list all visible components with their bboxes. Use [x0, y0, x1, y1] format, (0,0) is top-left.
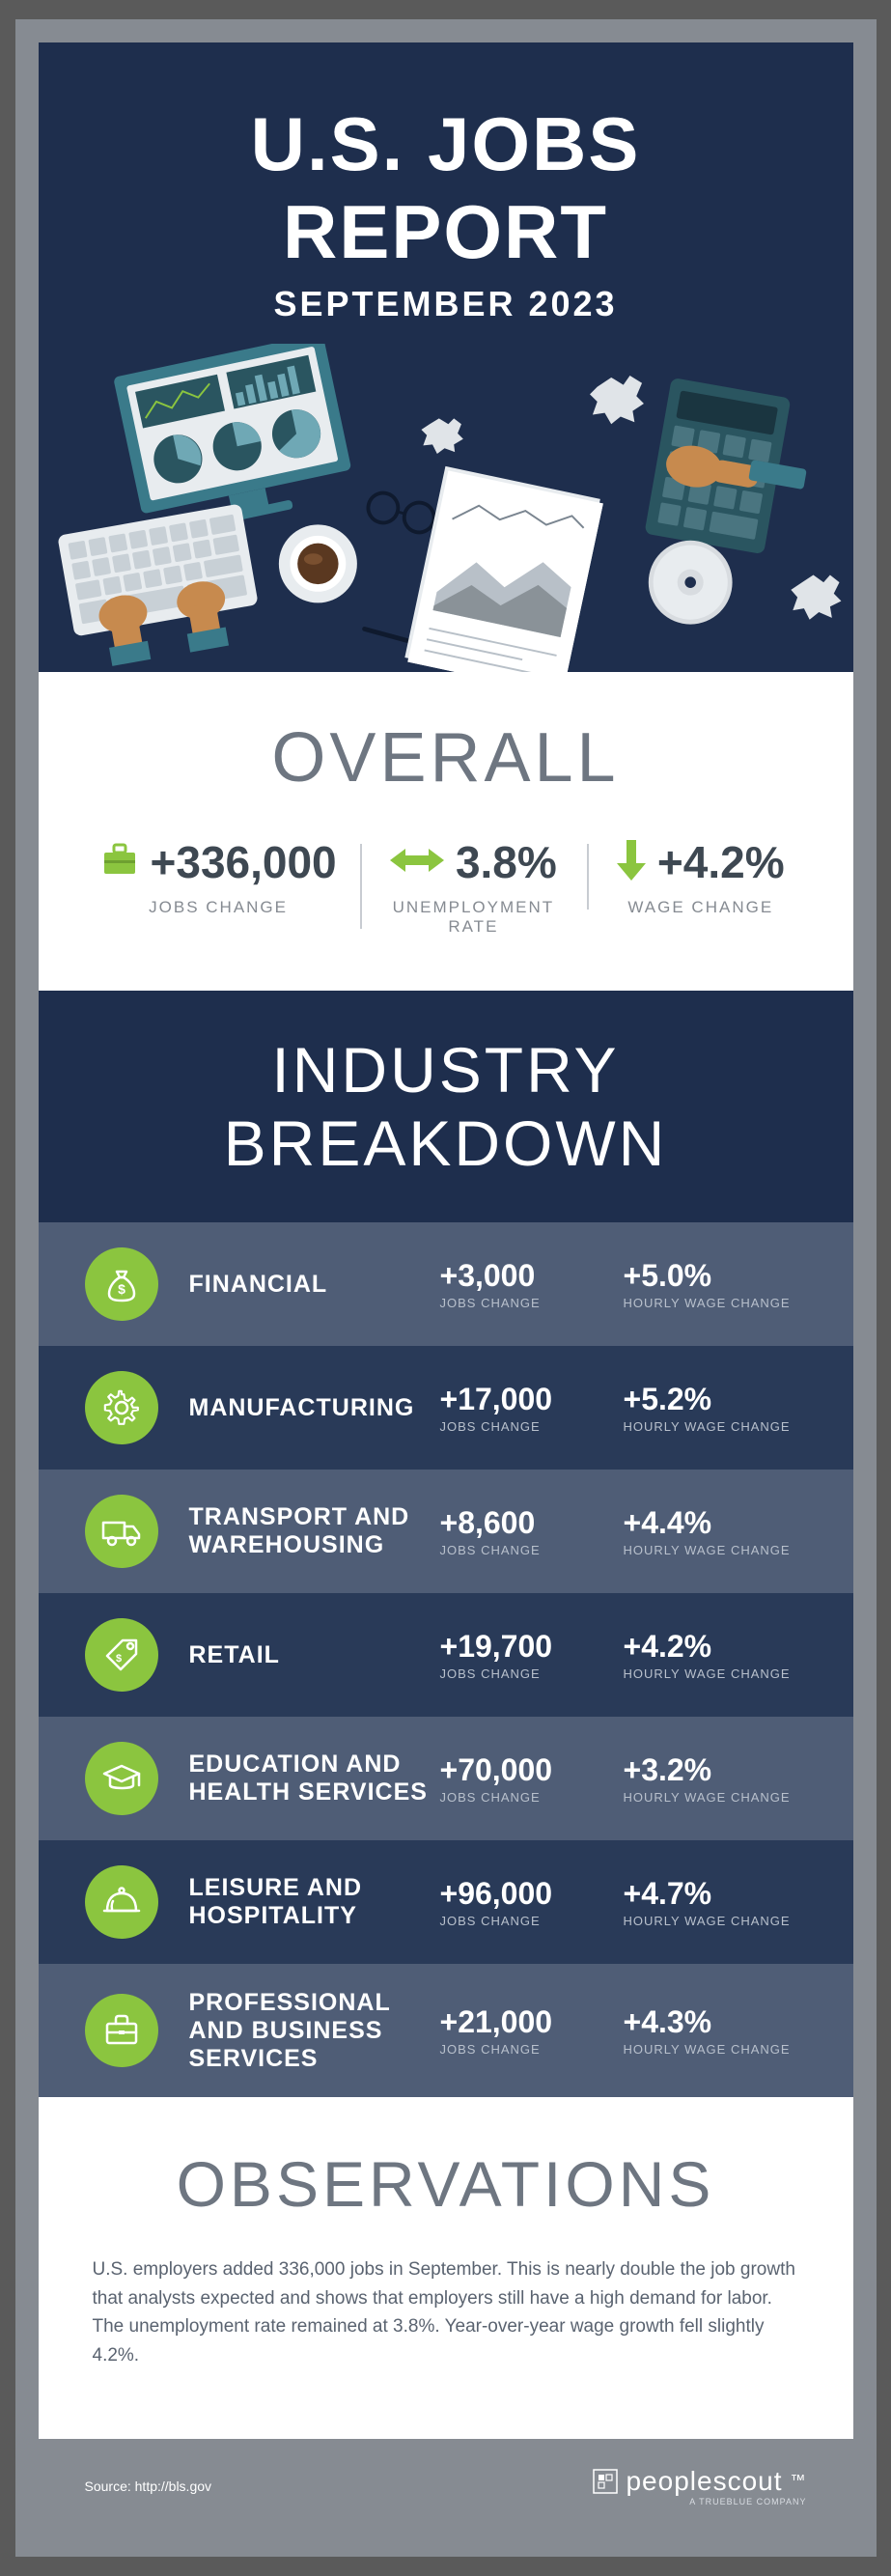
observations-section: OBSERVATIONS U.S. employers added 336,00… — [39, 2097, 853, 2439]
svg-text:$: $ — [118, 1281, 125, 1297]
industry-row: PROFESSIONAL AND BUSINESS SERVICES+21,00… — [39, 1964, 853, 2097]
industry-jobs-label: JOBS CHANGE — [440, 1419, 624, 1434]
industry-wage-label: HOURLY WAGE CHANGE — [624, 1666, 807, 1681]
truck-icon — [85, 1495, 158, 1568]
page-title: U.S. JOBS REPORT — [77, 100, 815, 276]
industry-list: $FINANCIAL+3,000JOBS CHANGE+5.0%HOURLY W… — [39, 1222, 853, 2097]
overall-title: OVERALL — [77, 718, 815, 798]
industry-name: TRANSPORT AND WAREHOUSING — [189, 1503, 440, 1559]
price-tag-icon: $ — [85, 1618, 158, 1692]
industry-wage-label: HOURLY WAGE CHANGE — [624, 1419, 807, 1434]
observations-text: U.S. employers added 336,000 jobs in Sep… — [93, 2255, 799, 2369]
industry-wage-label: HOURLY WAGE CHANGE — [624, 1790, 807, 1805]
stat-label: JOBS CHANGE — [100, 898, 337, 917]
industry-wage: +5.2% HOURLY WAGE CHANGE — [624, 1382, 807, 1434]
industry-wage-value: +4.3% — [624, 2004, 807, 2040]
industry-jobs: +70,000 JOBS CHANGE — [440, 1752, 624, 1805]
industry-jobs: +3,000 JOBS CHANGE — [440, 1258, 624, 1310]
svg-text:$: $ — [115, 1653, 121, 1665]
logo-glyph-icon — [593, 2469, 618, 2494]
industry-name: FINANCIAL — [189, 1271, 440, 1299]
infographic-page: U.S. JOBS REPORT SEPTEMBER 2023 — [15, 19, 877, 2557]
grad-cap-icon — [85, 1742, 158, 1815]
industry-row: TRANSPORT AND WAREHOUSING+8,600 JOBS CHAN… — [39, 1470, 853, 1593]
stat-unemployment: 3.8% UNEMPLOYMENT RATE — [360, 836, 587, 937]
stat-label: WAGE CHANGE — [610, 898, 791, 917]
logo: peoplescout™ A TRUEBLUE COMPANY — [593, 2466, 806, 2506]
overall-stats-row: +336,000 JOBS CHANGE 3.8% UNEMPLOYMENT R… — [77, 836, 815, 937]
industry-name: MANUFACTURING — [189, 1394, 440, 1422]
industry-jobs: +8,600 JOBS CHANGE — [440, 1505, 624, 1557]
source-text: Source: http://bls.gov — [85, 2478, 212, 2494]
industry-wage: +3.2% HOURLY WAGE CHANGE — [624, 1752, 807, 1805]
industry-wage: +4.2%HOURLY WAGE CHANGE — [624, 1629, 807, 1681]
industry-row: MANUFACTURING+17,000 JOBS CHANGE+5.2% HOUR… — [39, 1346, 853, 1470]
breakdown-title: INDUSTRY BREAKDOWN — [77, 1033, 815, 1180]
industry-jobs: +17,000 JOBS CHANGE — [440, 1382, 624, 1434]
industry-wage: +5.0% HOURLY WAGE CHANGE — [624, 1258, 807, 1310]
overall-section: OVERALL +336,000 JOBS CHANGE 3.8% — [39, 672, 853, 991]
industry-jobs-label: JOBS CHANGE — [440, 1296, 624, 1310]
cloche-icon — [85, 1865, 158, 1939]
arrow-down-icon — [617, 840, 646, 885]
footer: Source: http://bls.gov peoplescout™ A TR… — [39, 2439, 853, 2534]
industry-jobs-value: +70,000 — [440, 1752, 624, 1788]
industry-jobs-label: JOBS CHANGE — [440, 1666, 624, 1681]
industry-jobs-value: +21,000 — [440, 2004, 624, 2040]
industry-jobs-label: JOBS CHANGE — [440, 1914, 624, 1928]
industry-jobs: +21,000 JOBS CHANGE — [440, 2004, 624, 2057]
logo-text: peoplescout — [626, 2466, 782, 2497]
industry-wage-value: +4.2% — [624, 1629, 807, 1665]
hero-illustration — [39, 344, 853, 672]
observations-title: OBSERVATIONS — [93, 2147, 799, 2221]
stat-wage-change: +4.2% WAGE CHANGE — [587, 836, 814, 917]
logo-tagline: A TRUEBLUE COMPANY — [689, 2497, 806, 2506]
money-bag-icon: $ — [85, 1247, 158, 1321]
industry-wage-value: +4.4% — [624, 1505, 807, 1541]
stat-value: 3.8% — [456, 836, 557, 888]
industry-jobs-label: JOBS CHANGE — [440, 1543, 624, 1557]
industry-wage: +4.4% HOURLY WAGE CHANGE — [624, 1505, 807, 1557]
industry-wage-value: +3.2% — [624, 1752, 807, 1788]
industry-jobs: +96,000 JOBS CHANGE — [440, 1876, 624, 1928]
industry-wage-label: HOURLY WAGE CHANGE — [624, 2042, 807, 2057]
industry-jobs-value: +19,700 — [440, 1629, 624, 1665]
briefcase-icon — [100, 843, 139, 882]
gear-icon — [85, 1371, 158, 1444]
industry-wage-label: HOURLY WAGE CHANGE — [624, 1296, 807, 1310]
industry-wage-value: +5.2% — [624, 1382, 807, 1417]
breakdown-header: INDUSTRY BREAKDOWN — [39, 991, 853, 1222]
industry-jobs-value: +3,000 — [440, 1258, 624, 1294]
header: U.S. JOBS REPORT SEPTEMBER 2023 — [39, 42, 853, 344]
arrows-lr-icon — [390, 846, 444, 880]
industry-jobs-value: +17,000 — [440, 1382, 624, 1417]
stat-value: +4.2% — [657, 836, 785, 888]
industry-name: RETAIL — [189, 1641, 440, 1669]
industry-wage: +4.7% HOURLY WAGE CHANGE — [624, 1876, 807, 1928]
industry-row: $ RETAIL+19,700JOBS CHANGE+4.2%HOURLY WAG… — [39, 1593, 853, 1717]
page-subtitle: SEPTEMBER 2023 — [77, 284, 815, 324]
industry-row: EDUCATION AND HEALTH SERVICES+70,000 JOBS… — [39, 1717, 853, 1840]
stat-label: UNEMPLOYMENT RATE — [383, 898, 564, 937]
industry-name: PROFESSIONAL AND BUSINESS SERVICES — [189, 1989, 440, 2072]
industry-jobs-value: +8,600 — [440, 1505, 624, 1541]
stat-jobs-change: +336,000 JOBS CHANGE — [77, 836, 360, 917]
industry-name: EDUCATION AND HEALTH SERVICES — [189, 1750, 440, 1806]
industry-row: $ FINANCIAL+3,000 JOBS CHANGE+5.0% HOURLY W… — [39, 1222, 853, 1346]
industry-name: LEISURE AND HOSPITALITY — [189, 1874, 440, 1930]
industry-jobs-label: JOBS CHANGE — [440, 2042, 624, 2057]
industry-wage-label: HOURLY WAGE CHANGE — [624, 1543, 807, 1557]
briefcase-outline-icon — [85, 1994, 158, 2067]
industry-jobs: +19,700JOBS CHANGE — [440, 1629, 624, 1681]
stat-value: +336,000 — [151, 836, 337, 888]
industry-jobs-label: JOBS CHANGE — [440, 1790, 624, 1805]
industry-jobs-value: +96,000 — [440, 1876, 624, 1912]
industry-wage-value: +5.0% — [624, 1258, 807, 1294]
industry-wage-label: HOURLY WAGE CHANGE — [624, 1914, 807, 1928]
industry-wage-value: +4.7% — [624, 1876, 807, 1912]
industry-row: LEISURE AND HOSPITALITY+96,000 JOBS CHANG… — [39, 1840, 853, 1964]
industry-wage: +4.3% HOURLY WAGE CHANGE — [624, 2004, 807, 2057]
